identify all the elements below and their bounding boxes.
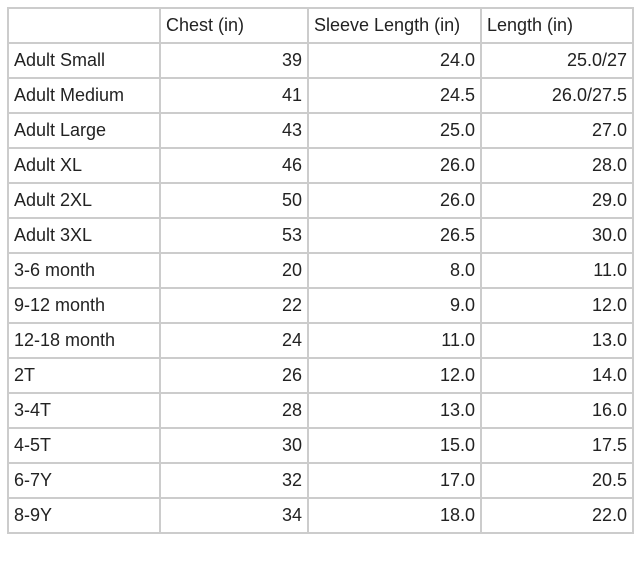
measurement-cell: 20 <box>159 252 309 289</box>
measurement-cell: 13.0 <box>480 322 634 359</box>
measurement-cell: 26 <box>159 357 309 394</box>
measurement-cell: 26.0/27.5 <box>480 77 634 114</box>
measurement-cell: 12.0 <box>307 357 482 394</box>
table-row: 2T 26 12.0 14.0 <box>7 357 634 394</box>
measurement-cell: 11.0 <box>307 322 482 359</box>
size-label-cell: Adult Small <box>7 42 161 79</box>
measurement-cell: 50 <box>159 182 309 219</box>
measurement-cell: 17.0 <box>307 462 482 499</box>
header-cell: Length (in) <box>480 7 634 44</box>
measurement-cell: 13.0 <box>307 392 482 429</box>
table-row: 9-12 month 22 9.0 12.0 <box>7 287 634 324</box>
size-label-cell: Adult 2XL <box>7 182 161 219</box>
measurement-cell: 28 <box>159 392 309 429</box>
measurement-cell: 29.0 <box>480 182 634 219</box>
table-row: Adult Small 39 24.0 25.0/27 <box>7 42 634 79</box>
size-label-cell: 2T <box>7 357 161 394</box>
measurement-cell: 41 <box>159 77 309 114</box>
measurement-cell: 11.0 <box>480 252 634 289</box>
measurement-cell: 30 <box>159 427 309 464</box>
measurement-cell: 26.0 <box>307 147 482 184</box>
size-label-cell: Adult Medium <box>7 77 161 114</box>
size-label-cell: 12-18 month <box>7 322 161 359</box>
table-row: 8-9Y 34 18.0 22.0 <box>7 497 634 534</box>
measurement-cell: 8.0 <box>307 252 482 289</box>
measurement-cell: 32 <box>159 462 309 499</box>
measurement-cell: 14.0 <box>480 357 634 394</box>
table-row: Adult Large 43 25.0 27.0 <box>7 112 634 149</box>
table-row: Adult 2XL 50 26.0 29.0 <box>7 182 634 219</box>
measurement-cell: 43 <box>159 112 309 149</box>
measurement-cell: 22 <box>159 287 309 324</box>
size-chart-table: Chest (in) Sleeve Length (in) Length (in… <box>7 7 634 534</box>
measurement-cell: 24.0 <box>307 42 482 79</box>
table-row: 3-6 month 20 8.0 11.0 <box>7 252 634 289</box>
measurement-cell: 30.0 <box>480 217 634 254</box>
measurement-cell: 46 <box>159 147 309 184</box>
size-label-cell: 3-6 month <box>7 252 161 289</box>
measurement-cell: 39 <box>159 42 309 79</box>
size-label-cell: Adult Large <box>7 112 161 149</box>
measurement-cell: 15.0 <box>307 427 482 464</box>
measurement-cell: 53 <box>159 217 309 254</box>
measurement-cell: 16.0 <box>480 392 634 429</box>
table-row: 3-4T 28 13.0 16.0 <box>7 392 634 429</box>
measurement-cell: 18.0 <box>307 497 482 534</box>
measurement-cell: 24.5 <box>307 77 482 114</box>
measurement-cell: 20.5 <box>480 462 634 499</box>
table-row: 4-5T 30 15.0 17.5 <box>7 427 634 464</box>
measurement-cell: 28.0 <box>480 147 634 184</box>
size-label-cell: 3-4T <box>7 392 161 429</box>
table-row: Adult XL 46 26.0 28.0 <box>7 147 634 184</box>
measurement-cell: 9.0 <box>307 287 482 324</box>
measurement-cell: 22.0 <box>480 497 634 534</box>
table-row: Adult 3XL 53 26.5 30.0 <box>7 217 634 254</box>
size-label-cell: 9-12 month <box>7 287 161 324</box>
header-row: Chest (in) Sleeve Length (in) Length (in… <box>7 7 634 44</box>
measurement-cell: 26.5 <box>307 217 482 254</box>
header-cell <box>7 7 161 44</box>
measurement-cell: 25.0 <box>307 112 482 149</box>
size-label-cell: Adult XL <box>7 147 161 184</box>
size-label-cell: 4-5T <box>7 427 161 464</box>
size-label-cell: 6-7Y <box>7 462 161 499</box>
measurement-cell: 17.5 <box>480 427 634 464</box>
header-cell: Sleeve Length (in) <box>307 7 482 44</box>
size-label-cell: Adult 3XL <box>7 217 161 254</box>
measurement-cell: 34 <box>159 497 309 534</box>
table-row: 12-18 month 24 11.0 13.0 <box>7 322 634 359</box>
measurement-cell: 24 <box>159 322 309 359</box>
table-row: 6-7Y 32 17.0 20.5 <box>7 462 634 499</box>
header-cell: Chest (in) <box>159 7 309 44</box>
measurement-cell: 12.0 <box>480 287 634 324</box>
size-label-cell: 8-9Y <box>7 497 161 534</box>
measurement-cell: 26.0 <box>307 182 482 219</box>
measurement-cell: 25.0/27 <box>480 42 634 79</box>
table-row: Adult Medium 41 24.5 26.0/27.5 <box>7 77 634 114</box>
measurement-cell: 27.0 <box>480 112 634 149</box>
